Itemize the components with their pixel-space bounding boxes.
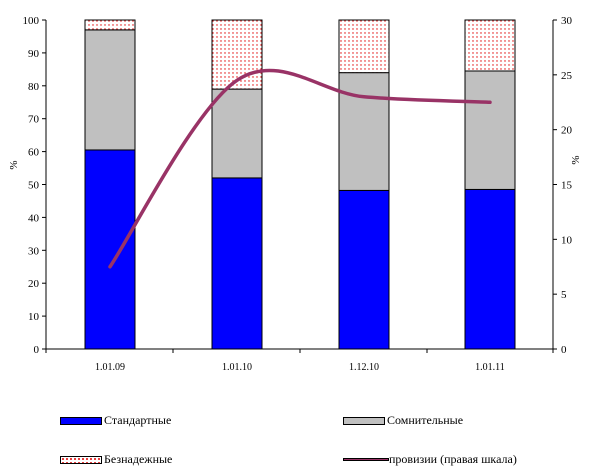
left-tick-label-4: 40 [28,212,40,224]
bar-doubtful-2 [338,72,390,191]
legend-label-doubtful: Сомнительные [387,413,464,427]
bar-standard-2 [338,189,390,350]
x-tick-label-3: 1.01.11 [475,362,505,373]
right-tick-label-1: 5 [561,289,567,301]
bar-standard-1 [211,177,263,350]
legend-label-provisions: провизии (правая шкала) [389,452,517,466]
provision-line [108,68,492,269]
right-tick-label-0: 0 [561,344,567,356]
left-tick-label-0: 0 [34,344,40,356]
legend-swatch-hopeless [60,455,102,464]
left-tick-label-2: 20 [28,278,40,290]
left-tick-label-5: 50 [28,180,40,192]
left-tick-label-3: 30 [28,245,40,257]
legend-label-hopeless: Безнадежные [104,452,173,466]
legend-label-standard: Стандартные [104,413,172,427]
bar-hopeless-2 [338,19,390,74]
x-tick-label-2: 1.12.10 [349,362,379,373]
right-axis-label: % [570,155,582,164]
left-tick-label-6: 60 [28,147,40,159]
right-tick-label-4: 20 [561,125,573,137]
x-tick-label-1: 1.01.10 [222,362,252,373]
legend: Стандартные Сомнительные Безнадежные про… [0,405,593,468]
legend-swatch-doubtful [343,416,385,425]
right-tick-label-5: 25 [561,70,573,82]
legend-item-provisions: провизии (правая шкала) [343,452,517,467]
left-tick-label-9: 90 [28,48,40,60]
legend-swatch-standard [60,416,102,425]
bar-standard-0 [84,149,136,350]
left-tick-label-10: 100 [23,15,40,27]
legend-item-standard: Стандартные [60,413,171,428]
bar-doubtful-3 [464,70,516,190]
left-tick-label-8: 80 [28,81,40,93]
legend-item-doubtful: Сомнительные [343,413,463,428]
axes-group: 1.01.09 1.01.10 1.12.10 1.01.11010203040506… [23,15,573,373]
right-tick-label-3: 15 [561,180,573,192]
right-tick-label-2: 10 [561,234,573,246]
x-tick-label-0: 1.01.09 [95,362,125,373]
bar-standard-3 [464,188,516,350]
left-tick-label-7: 70 [28,114,40,126]
bar-hopeless-0 [84,19,136,31]
chart: 1.01.09 1.01.10 1.12.10 1.01.11010203040506… [8,15,582,373]
bar-hopeless-1 [211,19,263,90]
left-axis-label: % [8,160,20,169]
provision-line-group [108,68,492,269]
bar-doubtful-0 [84,29,136,151]
legend-swatch-provisions [343,458,389,461]
bars-group [84,19,516,350]
legend-item-hopeless: Безнадежные [60,452,172,467]
bar-hopeless-3 [464,19,516,72]
left-tick-label-1: 10 [28,311,40,323]
right-tick-label-6: 30 [561,15,573,27]
bar-doubtful-1 [211,88,263,179]
